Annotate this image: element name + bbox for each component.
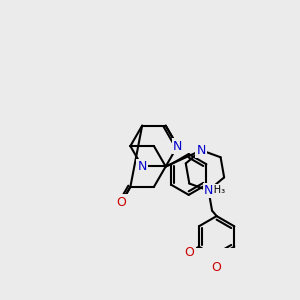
- Text: O: O: [212, 261, 222, 274]
- Text: N: N: [173, 140, 182, 153]
- Text: N: N: [197, 144, 206, 157]
- Text: N: N: [204, 184, 213, 197]
- Text: N: N: [137, 160, 147, 173]
- Text: O: O: [184, 246, 194, 259]
- Text: CH₃: CH₃: [207, 185, 225, 195]
- Text: O: O: [117, 196, 127, 209]
